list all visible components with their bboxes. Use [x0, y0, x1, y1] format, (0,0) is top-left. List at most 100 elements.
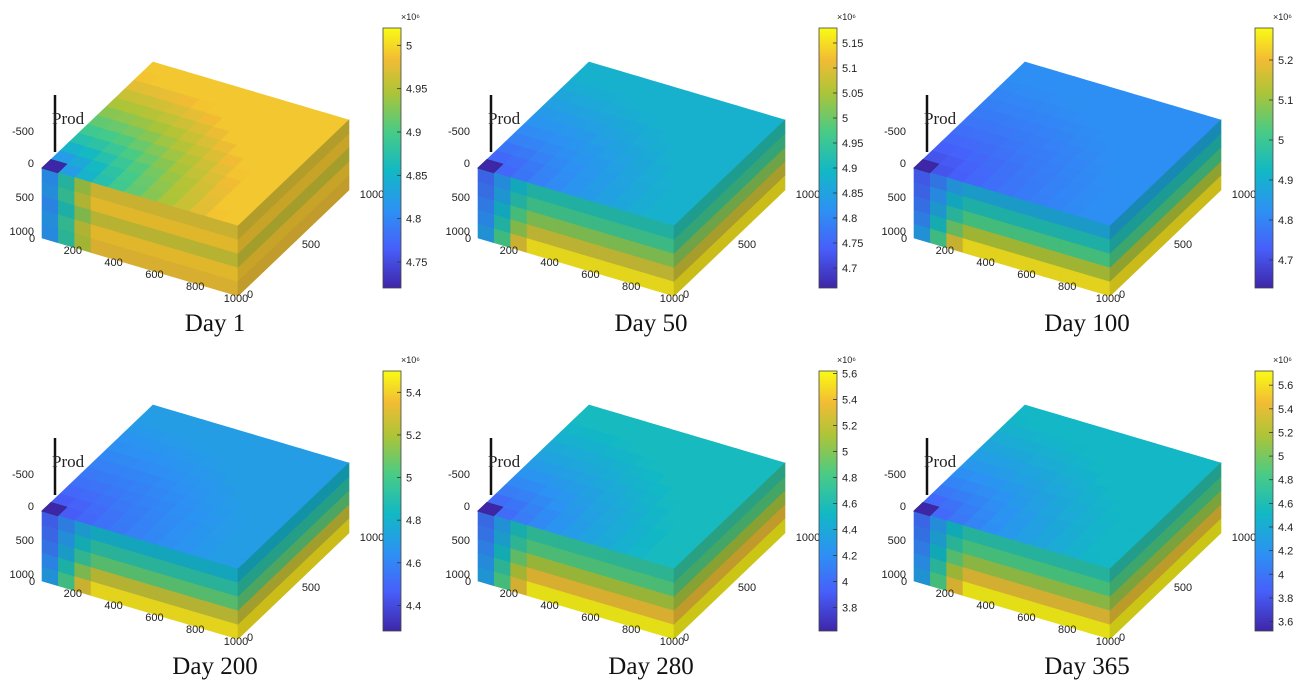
colorbar-tick-label: 5 [406, 473, 412, 485]
caption-day-200: Day 200 [172, 653, 258, 680]
colorbar-tick-label: 4.8 [1278, 475, 1293, 487]
block-3d [41, 61, 350, 297]
x-tick-label: 400 [540, 257, 558, 269]
depth-tick-label: 500 [16, 192, 34, 204]
colorbar-tick-label: 4.4 [1278, 522, 1293, 534]
colorbar [1254, 370, 1274, 632]
plot-day-365: Prod-50005001000020040060080010000500100… [882, 355, 1294, 648]
colorbar-tick-label: 4.6 [842, 499, 857, 511]
right-layer [237, 518, 350, 640]
colorbar-multiplier: ×10⁶ [401, 12, 420, 22]
x-tick-label: 600 [1017, 612, 1035, 624]
x-tick-label: 600 [581, 612, 599, 624]
top-face [41, 404, 350, 570]
x-tick-label: 400 [104, 257, 122, 269]
right-face [673, 462, 786, 640]
colorbar-tick-label: 5.4 [1278, 404, 1293, 416]
colorbar-tick-label: 4.85 [406, 170, 427, 182]
depth-tick-label: 1000 [446, 569, 470, 581]
y-tick-label: 500 [738, 239, 756, 251]
y-tick-label: 0 [1119, 632, 1125, 644]
colorbar-tick-label: 5.2 [1278, 427, 1293, 439]
y-tick-label: 500 [1174, 239, 1192, 251]
x-tick-label: 600 [1017, 269, 1035, 281]
front-face [477, 167, 675, 297]
y-tick-label: 0 [247, 289, 253, 301]
colorbar-tick-label: 4.8 [406, 214, 421, 226]
colorbar-tick-label: 4.8 [406, 515, 421, 527]
depth-tick-label: -500 [448, 469, 470, 481]
panel-day-365: Prod -500 0 500 1000 0 200 400 600 800 1000 0 500 100… [872, 343, 1307, 685]
well-cell [477, 158, 504, 174]
y-tick-label: 500 [302, 239, 320, 251]
depth-tick-label: -500 [12, 126, 34, 138]
depth-tick-label: 1000 [10, 226, 34, 238]
panel-day-280: Prod -500 0 500 1000 0 200 400 600 800 1000 0 500 100… [436, 343, 871, 685]
colorbar [818, 370, 838, 632]
colorbar [382, 27, 402, 289]
caption-day-50: Day 50 [614, 310, 688, 337]
colorbar-multiplier: ×10⁶ [401, 355, 420, 365]
front-face [913, 167, 1111, 297]
colorbar-tick-label: 4.9 [1278, 175, 1293, 187]
y-tick-label: 1000 [360, 189, 384, 201]
colorbar-tick-label: 4.6 [1278, 498, 1293, 510]
x-tick-label: 800 [1058, 281, 1076, 293]
well-label: Prod [924, 452, 957, 471]
x-tick-label: 400 [104, 600, 122, 612]
colorbar-tick-label: 4 [842, 577, 848, 589]
x-tick-label: 200 [500, 588, 518, 600]
well-cell [477, 501, 504, 517]
colorbar-multiplier: ×10⁶ [1273, 12, 1292, 22]
block-3d [913, 404, 1222, 640]
colorbar-tick-label: 3.6 [1278, 617, 1293, 629]
x-tick-label: 800 [186, 624, 204, 636]
plot-day-200: Prod-50005001000020040060080010000500100… [10, 355, 422, 648]
y-tick-label: 1000 [796, 532, 820, 544]
colorbar-tick-label: 5.15 [842, 38, 863, 50]
x-tick-label: 1000 [224, 636, 248, 648]
front-face [41, 167, 239, 297]
x-tick-label: 1000 [1096, 636, 1120, 648]
x-tick-label: 800 [1058, 624, 1076, 636]
well-cell [41, 501, 68, 517]
x-tick-label: 800 [622, 624, 640, 636]
panel-day-50: Prod -500 0 500 1000 0 200 400 600 800 1000 0 500 100… [436, 0, 871, 342]
front-face [41, 510, 239, 640]
colorbar [382, 370, 402, 632]
colorbar-tick-label: 4.2 [842, 551, 857, 563]
x-tick-label: 0 [901, 576, 907, 588]
caption-day-280: Day 280 [608, 653, 694, 680]
colorbar-tick-label: 4.95 [842, 138, 863, 150]
y-tick-label: 500 [738, 582, 756, 594]
depth-tick-label: 500 [452, 192, 470, 204]
well-cell [913, 501, 940, 517]
x-tick-label: 1000 [1096, 293, 1120, 305]
plot-day-280: Prod-50005001000020040060080010000500100… [446, 355, 858, 648]
caption-day-1: Day 1 [184, 310, 246, 337]
colorbar-tick-label: 5.1 [842, 63, 857, 75]
colorbar-tick-label: 5.6 [1278, 380, 1293, 392]
colorbar-tick-label: 4.9 [406, 127, 421, 139]
colorbar-tick-label: 4.85 [842, 188, 863, 200]
x-tick-label: 400 [976, 600, 994, 612]
y-tick-label: 0 [1119, 289, 1125, 301]
y-tick-label: 1000 [1232, 532, 1256, 544]
colorbar-tick-label: 5.6 [842, 369, 857, 381]
colorbar-tick-label: 4.8 [1278, 215, 1293, 227]
right-face [237, 462, 350, 640]
colorbar-tick-label: 4 [1278, 569, 1284, 581]
y-tick-label: 500 [302, 582, 320, 594]
top-face [913, 404, 1222, 570]
colorbar-tick-label: 5.4 [406, 387, 421, 399]
depth-tick-label: 0 [900, 158, 906, 170]
x-tick-label: 1000 [660, 293, 684, 305]
colorbar-tick-label: 4.4 [842, 525, 857, 537]
x-tick-label: 0 [29, 576, 35, 588]
colorbar-tick-label: 3.8 [1278, 593, 1293, 605]
y-tick-label: 0 [247, 632, 253, 644]
x-tick-label: 0 [465, 233, 471, 245]
depth-tick-label: 1000 [882, 226, 906, 238]
colorbar-tick-label: 5.1 [1278, 95, 1293, 107]
block-3d [41, 404, 350, 640]
